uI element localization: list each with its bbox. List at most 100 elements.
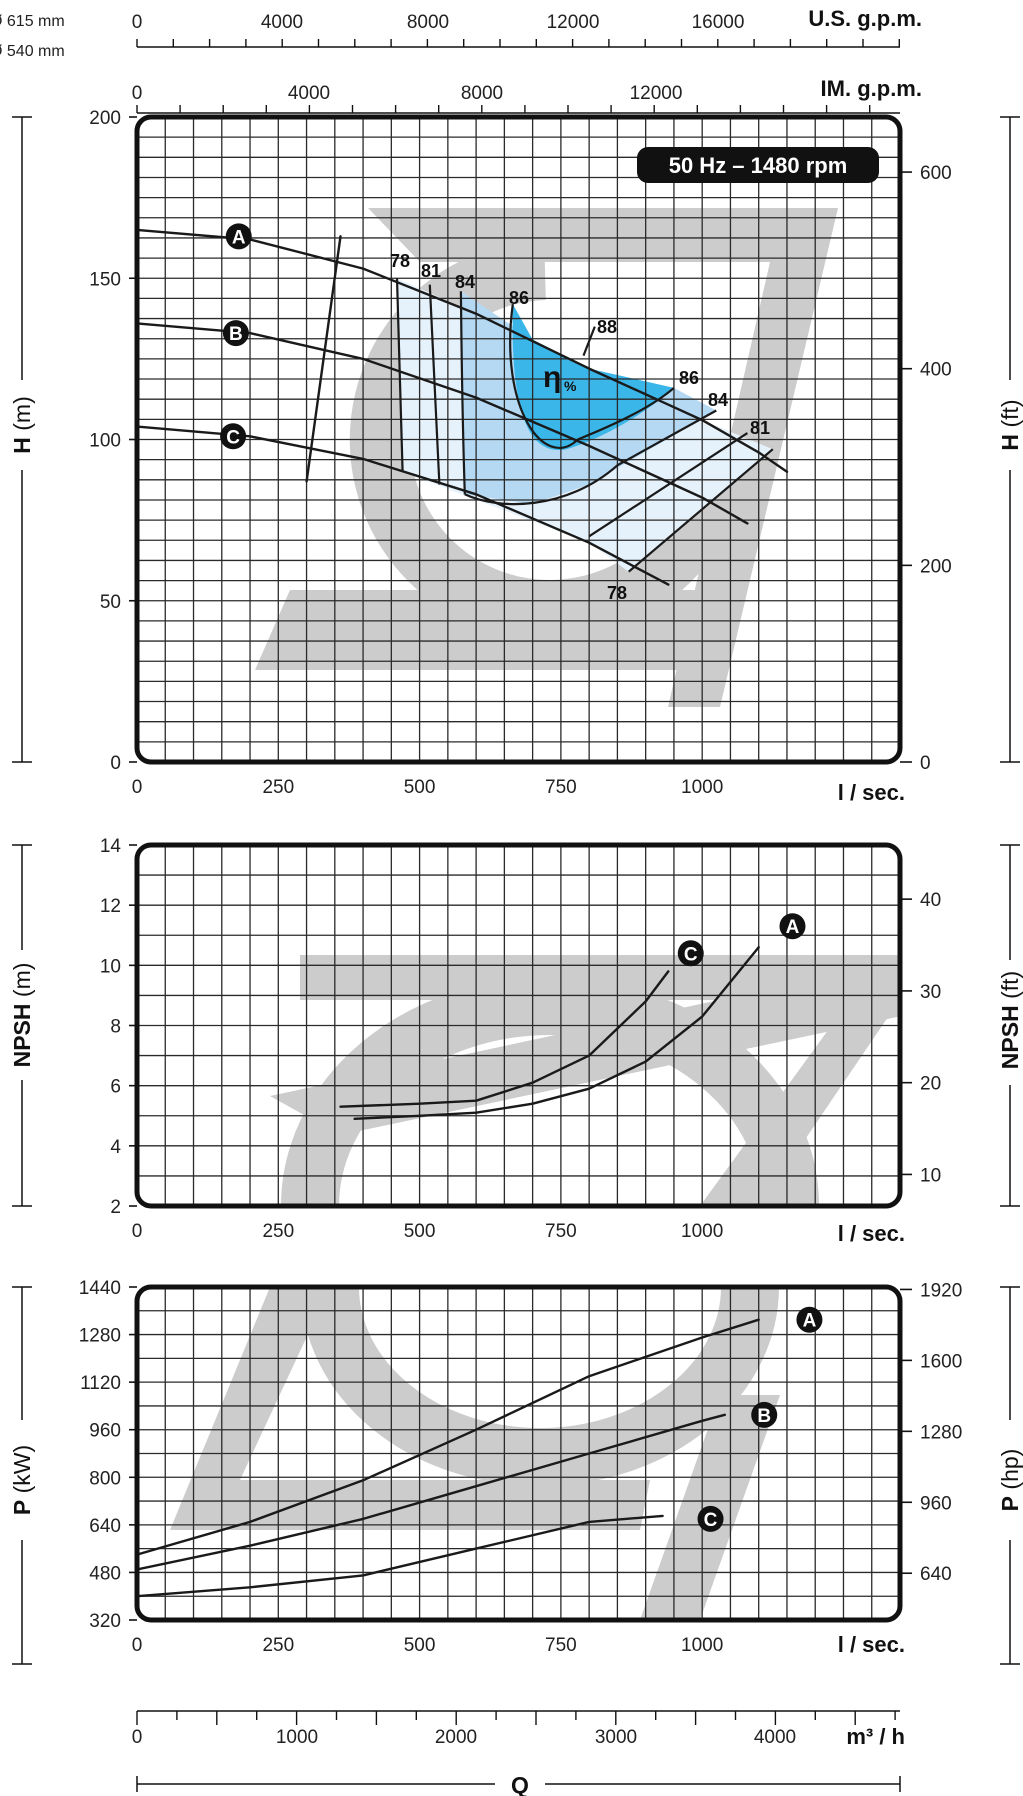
im-gpm-scale: IM. g.p.m. 0 4000 8000 12000	[132, 76, 922, 114]
us-gpm-tick: 8000	[407, 12, 449, 33]
axis-title-p-hp: P (hp)	[997, 1449, 1023, 1512]
x-tick-label: 750	[545, 777, 577, 798]
x-tick-label: 250	[262, 777, 294, 798]
curve-b	[137, 1413, 726, 1571]
y-tick-label: 12	[100, 896, 121, 917]
panel-frame	[134, 1284, 903, 1623]
grid	[137, 1287, 900, 1620]
eff-contour-78-left	[395, 278, 404, 472]
curve-c	[137, 1514, 664, 1598]
y-tick-label: 1280	[79, 1326, 121, 1347]
x-tick-label: 500	[404, 1221, 436, 1242]
curve-c	[339, 970, 670, 1108]
eff-label: 86	[679, 368, 699, 388]
limit-line	[305, 235, 342, 483]
im-gpm-label: IM. g.p.m.	[821, 76, 922, 101]
watermark-arc	[301, 1287, 779, 1486]
eff-label: 78	[607, 583, 627, 603]
right-axis-titles: H (ft) NPSH (ft) P (hp)	[997, 116, 1023, 1665]
eff-pointer-88	[582, 326, 596, 356]
y-tick-label: 4	[110, 1137, 121, 1158]
watermark-logo	[270, 955, 900, 1206]
diameter-c: Ø 540 mm	[0, 43, 65, 60]
eff-contour-78-right	[627, 448, 774, 573]
eff-label: 88	[597, 317, 617, 337]
us-gpm-scale: U.S. g.p.m. 0 4000 8000 12000 16000	[132, 6, 922, 48]
y-tick-label: 50	[100, 592, 121, 613]
y2-tick-label: 640	[920, 1564, 952, 1585]
im-gpm-tick: 8000	[461, 83, 503, 104]
eff-contour-86	[509, 303, 675, 449]
efficiency-labels: 78 81 84 86 88 86 84 81 78	[390, 251, 770, 603]
x-tick-label: 750	[545, 1221, 577, 1242]
us-gpm-tick: 4000	[261, 12, 303, 33]
curve-marker-label: B	[229, 324, 243, 345]
curve-marker-b	[222, 320, 249, 347]
im-gpm-tick: 4000	[288, 83, 330, 104]
x-tick-label: 750	[545, 1635, 577, 1656]
y-tick-label: 8	[110, 1017, 121, 1038]
grid	[137, 845, 900, 1206]
y2-tick-label: 400	[920, 360, 952, 381]
watermark-shape	[170, 1287, 650, 1530]
x-tick-label: 1000	[681, 1221, 723, 1242]
y-tick-label: 2	[110, 1197, 121, 1218]
y2-tick-label: 10	[920, 1165, 941, 1186]
curve-marker-a	[779, 913, 806, 940]
curve-markers: A B C	[220, 223, 252, 450]
speed-badge-text: 50 Hz – 1480 rpm	[669, 153, 848, 178]
y-tick-label: 640	[89, 1516, 121, 1537]
eff-label: 81	[750, 418, 770, 438]
y-tick-label: 1440	[79, 1278, 121, 1299]
q-label: Q	[511, 1772, 529, 1796]
curve-marker-label: A	[786, 917, 800, 938]
power-panel: 320 480 640 800 960 1120 1280 1440 640 960 1280 160…	[79, 1278, 963, 1656]
curve-marker-label: A	[232, 227, 246, 248]
us-gpm-tick: 16000	[692, 12, 745, 33]
curve-a	[137, 1318, 760, 1556]
series	[137, 1318, 760, 1598]
x-tick-label: 0	[132, 1635, 143, 1656]
y2-tick-label: 30	[920, 982, 941, 1003]
y-tick-label: 6	[110, 1077, 121, 1098]
efficiency-contours	[395, 278, 774, 573]
curve-markers: A B C	[697, 1306, 823, 1532]
eff-contour-84-right	[464, 409, 717, 506]
diameter-a: Ø 615 mm	[0, 13, 65, 30]
y-tick-label: 150	[89, 269, 121, 290]
y-tick-label: 800	[89, 1468, 121, 1489]
plot-area	[137, 1287, 900, 1620]
axis-title-npsh-ft: NPSH (ft)	[997, 971, 1023, 1069]
axis-title-p: P (kW)	[9, 1445, 35, 1515]
im-gpm-tick: 0	[132, 83, 143, 104]
eff-label: 84	[708, 390, 728, 410]
x-tick-label: 250	[262, 1635, 294, 1656]
axis-title-npsh: NPSH (m)	[9, 963, 35, 1068]
x-tick-label: 1000	[681, 777, 723, 798]
x-tick-label: 500	[404, 1635, 436, 1656]
us-gpm-label: U.S. g.p.m.	[808, 6, 922, 31]
eff-contour-81-right	[588, 432, 749, 538]
curve-marker-a	[225, 223, 252, 250]
q-unit-h: l / sec.	[838, 780, 905, 805]
curve-a	[137, 228, 789, 473]
m3h-tick: 4000	[754, 1727, 796, 1748]
y2-tick-label: 40	[920, 890, 941, 911]
grid	[137, 117, 900, 762]
watermark-shape	[368, 208, 838, 707]
q-unit-p: l / sec.	[838, 1632, 905, 1657]
x-tick-label: 1000	[681, 1635, 723, 1656]
speed-badge: 50 Hz – 1480 rpm	[637, 147, 879, 183]
efficiency-symbol: η	[543, 361, 561, 394]
y-tick-label: 1120	[80, 1373, 121, 1394]
us-gpm-tick: 0	[132, 12, 143, 33]
y-tick-label: 320	[89, 1611, 121, 1632]
q-axis: Q	[136, 1772, 901, 1796]
curve-marker-c	[220, 423, 247, 450]
watermark-arc	[281, 977, 819, 1206]
curve-marker-label: C	[684, 944, 698, 965]
us-gpm-tick: 12000	[547, 12, 600, 33]
y-tick-label: 100	[89, 431, 121, 452]
y-tick-label: 10	[100, 956, 121, 977]
